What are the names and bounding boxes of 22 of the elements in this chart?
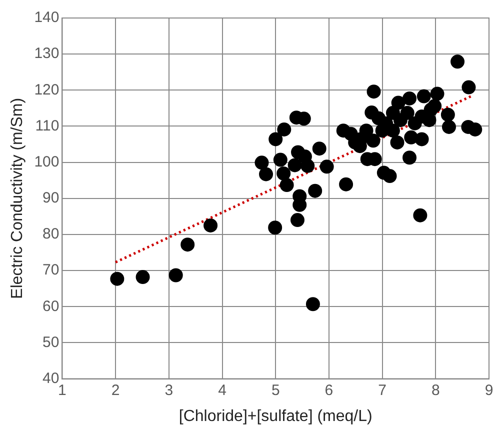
x-tick-label: 8 <box>431 382 440 399</box>
x-tick-label: 2 <box>111 382 120 399</box>
y-tick-label: 90 <box>42 190 60 207</box>
y-tick-label: 70 <box>42 262 60 279</box>
y-axis-title: Electric Conductivity (m/Sm) <box>9 98 26 299</box>
x-tick-label: 7 <box>378 382 386 399</box>
y-tick-label: 100 <box>34 153 60 170</box>
y-tick-label: 110 <box>35 117 60 134</box>
x-tick-label: 3 <box>164 382 174 399</box>
y-tick-label: 50 <box>42 334 60 351</box>
x-tick-label: 1 <box>58 382 66 399</box>
x-tick-label: 4 <box>218 382 226 399</box>
x-tick-label: 6 <box>324 382 334 399</box>
x-axis-title: [Chloride]+[sulfate] (meq/L) <box>178 408 372 425</box>
y-tick-label: 130 <box>34 45 60 62</box>
y-tick-label: 120 <box>34 81 60 98</box>
y-tick-label: 40 <box>42 370 60 387</box>
y-tick-label: 80 <box>42 226 60 243</box>
y-tick-label: 60 <box>42 298 60 315</box>
y-tick-label: 140 <box>34 9 60 26</box>
x-tick-label: 9 <box>484 382 494 399</box>
x-tick-label: 5 <box>271 382 280 399</box>
